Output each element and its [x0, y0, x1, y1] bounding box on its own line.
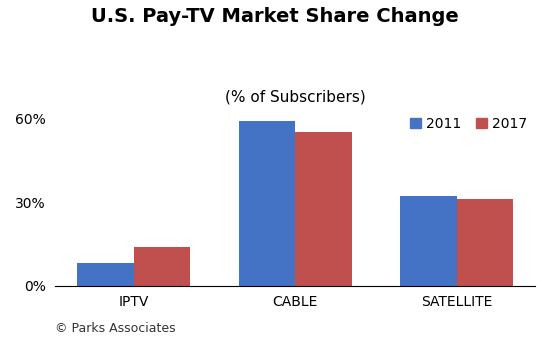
Legend: 2011, 2017: 2011, 2017	[404, 111, 533, 137]
Bar	[77, 263, 134, 286]
Text: U.S. Pay-TV Market Share Change: U.S. Pay-TV Market Share Change	[91, 7, 459, 26]
Bar	[295, 132, 352, 286]
Title: (% of Subscribers): (% of Subscribers)	[225, 90, 366, 104]
Bar	[400, 196, 456, 286]
Text: © Parks Associates: © Parks Associates	[55, 322, 175, 335]
Bar	[134, 247, 190, 286]
Bar	[239, 121, 295, 286]
Bar	[456, 199, 513, 286]
